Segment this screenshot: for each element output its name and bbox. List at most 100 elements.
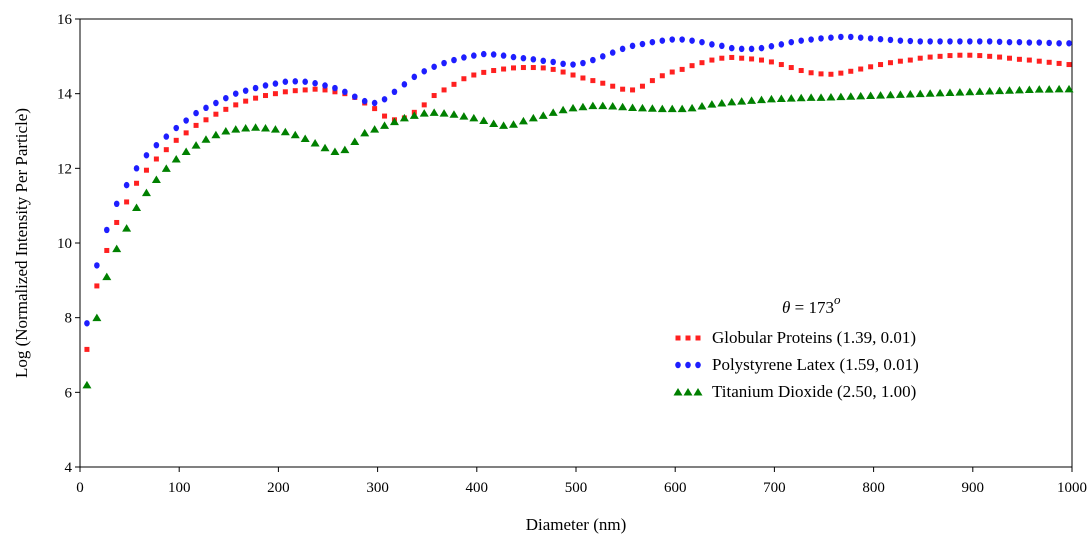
data-point xyxy=(639,40,646,48)
data-point xyxy=(471,72,477,78)
data-point xyxy=(1024,85,1034,94)
data-point xyxy=(967,52,973,58)
data-point xyxy=(114,219,120,225)
data-point xyxy=(113,200,120,207)
data-point xyxy=(449,110,459,118)
data-point xyxy=(351,93,358,100)
data-point xyxy=(153,156,159,162)
data-point xyxy=(262,82,269,89)
data-point xyxy=(876,91,886,99)
legend-label: Polystyrene Latex (1.59, 0.01) xyxy=(712,355,919,374)
data-point xyxy=(578,102,588,111)
data-point xyxy=(836,92,846,101)
data-point xyxy=(570,72,576,78)
data-point xyxy=(491,68,497,74)
data-point xyxy=(677,104,687,113)
data-point xyxy=(1056,40,1062,47)
data-point xyxy=(599,53,606,60)
y-tick-label: 6 xyxy=(65,385,73,401)
data-point xyxy=(977,53,983,59)
data-point xyxy=(252,84,259,92)
data-point xyxy=(987,53,993,59)
data-point xyxy=(657,104,667,113)
data-point xyxy=(122,224,132,232)
data-point xyxy=(937,38,943,45)
data-point xyxy=(689,63,695,69)
y-axis-ticks: 4 6 8 10 12 14 16 xyxy=(57,12,80,476)
data-point xyxy=(421,68,428,75)
x-axis-title: Diameter (nm) xyxy=(526,515,627,534)
data-point xyxy=(868,64,874,70)
data-point xyxy=(568,103,578,112)
data-point xyxy=(738,45,745,53)
y-tick-label: 14 xyxy=(57,87,73,103)
data-point xyxy=(560,69,566,75)
data-point xyxy=(945,88,955,97)
data-point xyxy=(707,100,717,108)
data-point xyxy=(580,75,586,81)
data-point xyxy=(518,116,528,125)
data-point xyxy=(927,38,933,45)
data-point xyxy=(816,93,826,101)
data-point xyxy=(867,35,874,42)
data-point xyxy=(669,36,676,43)
data-point xyxy=(935,88,945,97)
data-point xyxy=(1064,84,1074,93)
data-point xyxy=(272,91,278,97)
data-point xyxy=(598,101,608,110)
legend-marker xyxy=(673,388,683,396)
data-point xyxy=(679,36,685,43)
data-point xyxy=(242,87,249,94)
data-point xyxy=(451,56,457,64)
data-point xyxy=(965,87,975,96)
data-point xyxy=(431,93,437,99)
data-point xyxy=(132,203,142,212)
data-point xyxy=(112,244,122,253)
data-point xyxy=(163,147,169,153)
data-point xyxy=(619,45,626,53)
data-point xyxy=(203,104,209,112)
legend-item: Polystyrene Latex (1.59, 0.01) xyxy=(675,355,919,374)
data-point xyxy=(689,37,695,44)
data-point xyxy=(669,69,675,75)
legend: Globular Proteins (1.39, 0.01) Polystyren… xyxy=(673,328,919,401)
data-point xyxy=(858,66,864,72)
data-point xyxy=(907,57,913,63)
data-point xyxy=(975,87,985,95)
data-point xyxy=(628,103,638,111)
data-point xyxy=(171,155,181,163)
series-diamond-points xyxy=(84,33,1072,327)
data-point xyxy=(759,57,765,63)
data-point xyxy=(1046,59,1052,65)
data-point xyxy=(530,56,537,63)
data-point xyxy=(848,68,854,74)
data-point xyxy=(490,51,497,58)
data-point xyxy=(538,111,548,119)
data-point xyxy=(560,60,566,67)
data-point xyxy=(213,99,219,107)
data-point xyxy=(361,97,368,105)
data-point xyxy=(322,87,328,93)
x-tick-label: 900 xyxy=(962,480,985,496)
data-point xyxy=(370,125,380,133)
data-point xyxy=(808,36,814,43)
x-tick-label: 200 xyxy=(267,480,290,496)
x-tick-label: 600 xyxy=(664,480,687,496)
data-point xyxy=(312,86,318,92)
legend-marker xyxy=(695,361,701,369)
data-point xyxy=(856,91,866,100)
data-point xyxy=(380,121,390,129)
data-point xyxy=(937,53,943,59)
data-points xyxy=(82,33,1074,389)
data-point xyxy=(550,58,556,66)
data-point xyxy=(469,113,479,122)
data-point xyxy=(243,98,249,104)
data-point xyxy=(292,88,298,94)
data-point xyxy=(124,199,130,205)
plot-area xyxy=(79,18,1073,468)
data-point xyxy=(887,60,893,66)
data-point xyxy=(630,87,636,93)
data-point xyxy=(399,113,409,122)
data-point xyxy=(201,135,211,143)
data-point xyxy=(897,58,903,64)
